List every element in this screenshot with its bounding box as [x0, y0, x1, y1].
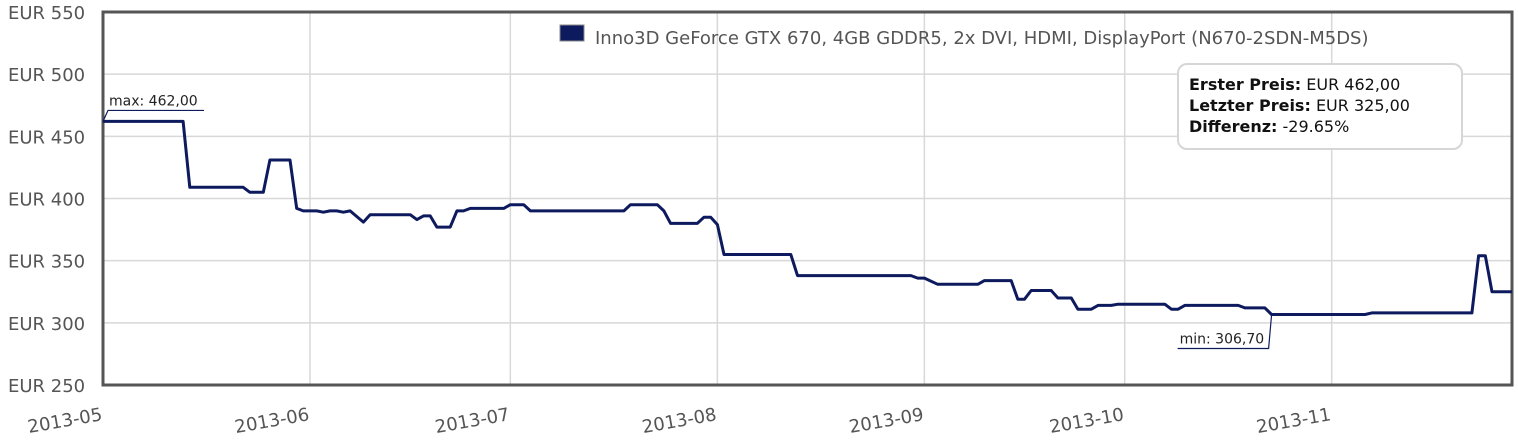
y-tick-label: EUR 400 — [8, 190, 85, 211]
max-annotation: max: 462,00 — [109, 93, 198, 109]
y-tick-label: EUR 500 — [8, 65, 85, 86]
legend[interactable]: Inno3D GeForce GTX 670, 4GB GDDR5, 2x DV… — [559, 24, 1369, 49]
x-tick-label: 2013-07 — [433, 404, 511, 438]
difference-label: Differenz: — [1189, 117, 1278, 136]
min-annotation: min: 306,70 — [1180, 332, 1265, 348]
x-tick-label: 2013-11 — [1255, 404, 1333, 438]
difference-value: -29.65% — [1282, 117, 1350, 136]
last-price-value: EUR 325,00 — [1315, 96, 1410, 115]
y-tick-label: EUR 550 — [8, 3, 85, 24]
last-price-row: Letzter Preis: EUR 325,00 — [1189, 95, 1461, 116]
x-tick-label: 2013-09 — [848, 404, 926, 438]
x-axis-ticks: 2013-05 2013-06 2013-07 2013-08 2013-09 2013-… — [26, 404, 1332, 438]
series-layer — [103, 119, 1512, 316]
legend-label[interactable]: Inno3D GeForce GTX 670, 4GB GDDR5, 2x DV… — [595, 28, 1369, 49]
y-tick-label: EUR 350 — [8, 252, 85, 273]
first-price-label: Erster Preis: — [1189, 75, 1302, 94]
plot-frame — [101, 10, 1514, 387]
y-tick-label: EUR 250 — [8, 376, 85, 397]
first-price-row: Erster Preis: EUR 462,00 — [1189, 74, 1461, 95]
legend-swatch[interactable] — [559, 24, 585, 42]
min-leader-line — [1177, 314, 1273, 350]
difference-row: Differenz: -29.65% — [1189, 116, 1461, 137]
grid-lines — [102, 11, 1512, 386]
last-price-label: Letzter Preis: — [1189, 96, 1311, 115]
y-tick-label: EUR 300 — [8, 314, 85, 335]
first-price-value: EUR 462,00 — [1306, 75, 1401, 94]
price-line[interactable] — [103, 119, 1512, 316]
y-axis-ticks: EUR 550 EUR 500 EUR 450 EUR 400 EUR 350 EUR 3… — [8, 3, 85, 397]
x-tick-label: 2013-08 — [640, 404, 718, 438]
annotations-layer: max: 462,00 min: 306,70 — [102, 93, 1273, 350]
x-tick-label: 2013-06 — [233, 404, 311, 438]
price-stats-box: Erster Preis: EUR 462,00 Letzter Preis: … — [1177, 63, 1463, 150]
y-tick-label: EUR 450 — [8, 127, 85, 148]
max-leader-line — [102, 109, 204, 122]
x-tick-label: 2013-05 — [26, 404, 104, 438]
x-tick-label: 2013-10 — [1048, 404, 1126, 438]
